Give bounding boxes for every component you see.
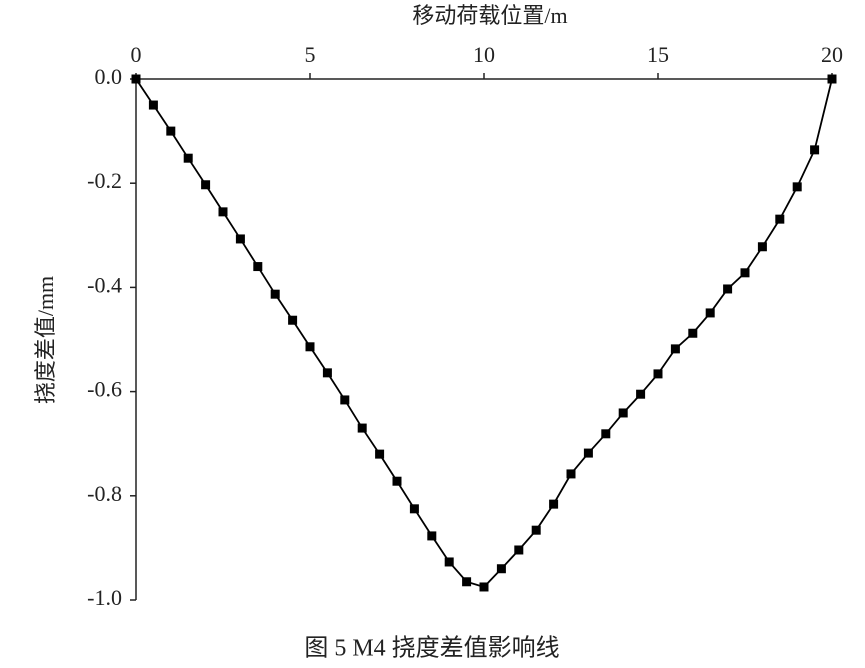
- data-point: [531, 525, 541, 535]
- data-point: [462, 577, 472, 587]
- data-point: [618, 408, 628, 418]
- y-tick-label: 0.0: [95, 64, 123, 89]
- data-point: [201, 180, 211, 190]
- x-tick-label: 15: [647, 42, 669, 67]
- y-tick-label: -0.8: [87, 481, 122, 506]
- data-point: [496, 564, 506, 574]
- data-point: [427, 531, 437, 541]
- data-point: [757, 242, 767, 252]
- x-tick-label: 10: [473, 42, 495, 67]
- y-tick-label: -0.2: [87, 168, 122, 193]
- x-tick-label: 0: [131, 42, 142, 67]
- data-point: [444, 557, 454, 567]
- data-point: [705, 308, 715, 318]
- x-tick-label: 5: [305, 42, 316, 67]
- data-point: [810, 145, 820, 155]
- data-point: [166, 126, 176, 136]
- data-point: [235, 234, 245, 244]
- data-point: [479, 582, 489, 592]
- data-point: [653, 369, 663, 379]
- data-point: [148, 100, 158, 110]
- data-point: [392, 476, 402, 486]
- caption: 图 5 M4 挠度差值影响线: [304, 635, 559, 662]
- data-point: [723, 284, 733, 294]
- data-point: [514, 545, 524, 555]
- x-tick-label: 20: [821, 42, 843, 67]
- data-point: [322, 368, 332, 378]
- data-point: [792, 182, 802, 192]
- y-tick-label: -0.6: [87, 377, 122, 402]
- data-point: [288, 315, 298, 325]
- y-axis-title: 挠度差值/mm: [33, 276, 58, 404]
- data-point: [549, 499, 559, 509]
- data-point: [131, 74, 141, 84]
- data-point: [827, 74, 837, 84]
- data-point: [409, 504, 419, 514]
- data-point: [740, 268, 750, 278]
- data-point: [601, 429, 611, 439]
- y-tick-label: -0.4: [87, 272, 122, 297]
- data-point: [305, 342, 315, 352]
- data-line: [135, 78, 833, 588]
- data-point: [636, 389, 646, 399]
- data-point: [357, 423, 367, 433]
- data-point: [583, 448, 593, 458]
- data-point: [670, 344, 680, 354]
- data-point: [775, 214, 785, 224]
- data-point: [566, 469, 576, 479]
- x-axis-title: 移动荷载位置/m: [412, 3, 567, 28]
- data-point: [688, 328, 698, 338]
- data-point: [340, 395, 350, 405]
- data-point: [253, 262, 263, 272]
- data-point: [218, 207, 228, 217]
- y-tick-label: -1.0: [87, 585, 122, 610]
- data-point: [375, 449, 385, 459]
- data-point: [183, 153, 193, 163]
- data-point: [270, 289, 280, 299]
